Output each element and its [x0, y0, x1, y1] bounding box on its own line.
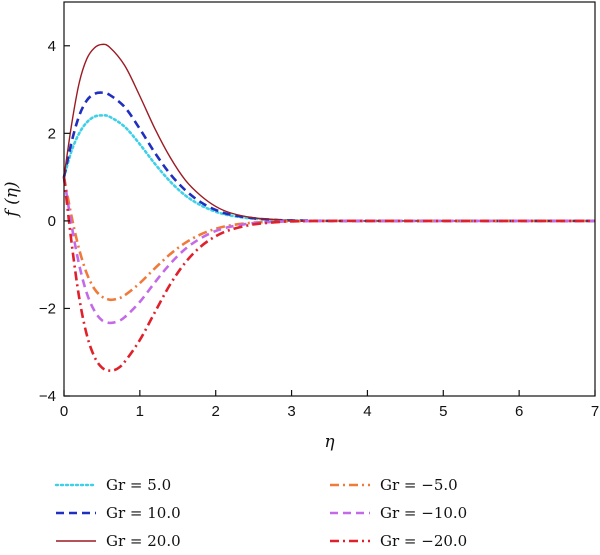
- y-tick-label: 4: [48, 38, 56, 55]
- y-axis-label: f (η): [2, 181, 22, 218]
- ticks-layer: 0 1 2 3 4 5 6 7 −4 −2 0 2 4: [39, 38, 599, 420]
- legend-label-6: Gr = −20.0: [380, 532, 467, 550]
- x-tick-label: 4: [363, 403, 371, 420]
- x-axis-label: η: [324, 432, 335, 452]
- y-tick-label: 0: [48, 213, 56, 230]
- plot-frame: [63, 1, 596, 397]
- y-tick-label: 2: [48, 125, 56, 142]
- y-tick-label: −2: [39, 300, 56, 317]
- x-tick-label: 0: [60, 403, 68, 420]
- series-layer: [62, 43, 597, 372]
- legend-label-4: Gr = −5.0: [380, 476, 458, 494]
- legend-label-5: Gr = −10.0: [380, 504, 467, 522]
- x-tick-label: 3: [287, 403, 295, 420]
- legend-label-2: Gr = 10.0: [106, 504, 181, 522]
- legend-label-1: Gr = 5.0: [106, 476, 171, 494]
- x-tick-label: 5: [439, 403, 447, 420]
- legend-label-3: Gr = 20.0: [106, 532, 181, 550]
- x-tick-label: 1: [136, 403, 144, 420]
- x-tick-label: 7: [591, 403, 599, 420]
- x-tick-label: 6: [515, 403, 523, 420]
- series-line-6: [62, 176, 595, 372]
- y-tick-label: −4: [39, 388, 56, 405]
- x-tick-label: 2: [212, 403, 220, 420]
- legend: Gr = 5.0 Gr = 10.0 Gr = 20.0 Gr = −5.0 Gr = …: [54, 476, 467, 550]
